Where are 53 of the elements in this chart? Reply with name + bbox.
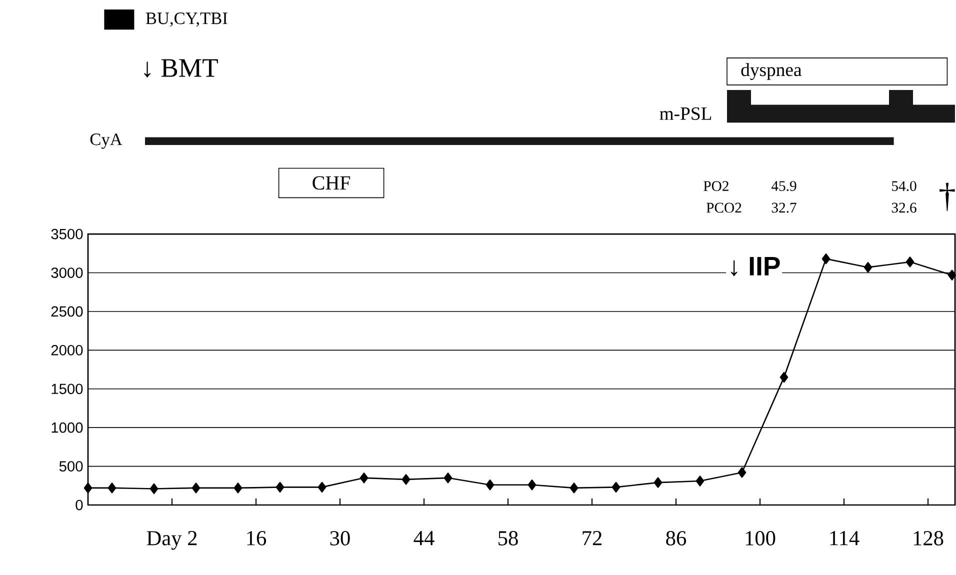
point	[864, 262, 872, 273]
point	[780, 372, 788, 383]
x-tick-label: 100	[746, 531, 776, 546]
point	[822, 253, 830, 264]
y-tick-label: 1500	[52, 384, 83, 394]
point	[318, 482, 326, 493]
text: PCO2	[706, 202, 742, 213]
text: m-PSL	[660, 107, 712, 120]
point	[570, 482, 578, 494]
point	[234, 482, 242, 494]
x-tick-label: 44	[414, 531, 434, 546]
x-tick-label: 114	[830, 531, 860, 546]
y-tick-label: 3500	[51, 228, 83, 240]
y-tick-label: 1000	[52, 422, 83, 433]
annotation: ↓ IIP	[730, 257, 780, 276]
y-tick-label: 2000	[51, 344, 83, 356]
x-tick-label: 30	[330, 531, 350, 546]
text: BU,CY,TBI	[146, 12, 228, 27]
point	[738, 467, 746, 478]
y-tick-label: 3000	[51, 268, 83, 278]
x-tick-label: 58	[498, 531, 518, 546]
point	[402, 474, 410, 485]
text: †	[940, 182, 955, 211]
point	[486, 480, 494, 490]
text: dyspnea	[741, 62, 802, 80]
point	[108, 482, 116, 494]
point	[528, 480, 536, 490]
point	[84, 482, 92, 494]
y-tick-label: 2500	[51, 306, 83, 317]
x-tick-label: Day 2	[146, 531, 197, 550]
text: ↓ BMT	[144, 59, 218, 78]
point	[612, 482, 620, 493]
point	[444, 472, 452, 484]
text: PO2	[704, 181, 728, 191]
point	[360, 472, 368, 484]
text: 32.6	[892, 202, 916, 213]
y-tick-label: 500	[59, 461, 83, 472]
text: CHF	[312, 176, 350, 190]
text: 54.0	[892, 181, 916, 192]
point	[150, 483, 158, 494]
x-tick-label: 128	[914, 531, 944, 546]
text: 32.7	[772, 202, 796, 213]
point	[906, 256, 914, 268]
point	[192, 482, 200, 494]
point	[654, 477, 662, 488]
x-tick-label: 16	[247, 531, 266, 546]
y-tick-label: 0	[76, 500, 83, 510]
point	[696, 476, 704, 486]
x-tick-label: 72	[582, 531, 602, 546]
point	[276, 482, 284, 493]
text: 45.9	[771, 181, 796, 192]
x-tick-label: 86	[666, 531, 686, 546]
text: CyA	[90, 134, 122, 149]
